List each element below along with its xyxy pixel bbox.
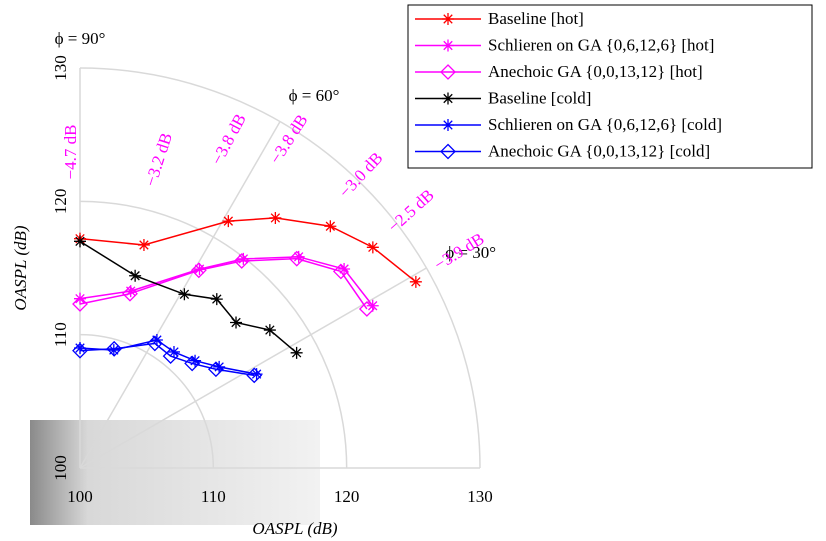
- marker: [138, 239, 150, 251]
- legend-label: Schlieren on GA {0,6,12,6} [cold]: [488, 115, 722, 134]
- y-tick-label: 130: [51, 55, 70, 81]
- y-tick-label: 110: [51, 322, 70, 347]
- legend-label: Anechoic GA {0,0,13,12} [cold]: [488, 141, 710, 160]
- marker: [74, 235, 86, 247]
- marker: [442, 13, 454, 25]
- x-axis-label: OASPL (dB): [252, 519, 337, 538]
- series-line: [80, 259, 367, 309]
- marker: [211, 293, 223, 305]
- marker: [178, 288, 190, 300]
- angle-label: ϕ = 60°: [289, 86, 340, 105]
- marker: [442, 40, 454, 52]
- legend-label: Baseline [hot]: [488, 9, 584, 28]
- y-tick-label: 120: [51, 189, 70, 215]
- x-tick-label: 110: [201, 487, 226, 506]
- marker: [324, 220, 336, 232]
- legend-label: Schlieren on GA {0,6,12,6} [hot]: [488, 35, 714, 54]
- annotation: −3.8 dB: [266, 111, 312, 167]
- marker: [291, 347, 303, 359]
- x-tick-label: 120: [334, 487, 360, 506]
- marker: [230, 317, 242, 329]
- marker: [264, 324, 276, 336]
- y-tick-label: 100: [51, 455, 70, 481]
- marker: [129, 270, 141, 282]
- marker: [410, 276, 422, 288]
- x-tick-label: 100: [67, 487, 93, 506]
- marker: [442, 119, 454, 131]
- annotation: −4.7 dB: [61, 125, 80, 180]
- schlieren-image: [30, 420, 320, 525]
- legend-label: Anechoic GA {0,0,13,12} [hot]: [488, 62, 703, 81]
- annotation: −3.0 dB: [335, 148, 386, 201]
- chart: OASPL (dB) OASPL (dB) 100 100 110 110 120 120…: [0, 0, 826, 541]
- marker: [222, 215, 234, 227]
- annotation: −3.8 dB: [207, 111, 250, 168]
- marker: [442, 93, 454, 105]
- marker: [237, 253, 249, 265]
- x-tick-label: 130: [467, 487, 493, 506]
- annotation: −2.5 dB: [384, 185, 438, 236]
- marker: [367, 241, 379, 253]
- legend-label: Baseline [cold]: [488, 88, 591, 107]
- marker: [269, 212, 281, 224]
- y-axis-label: OASPL (dB): [11, 225, 30, 310]
- annotation: −3.2 dB: [141, 130, 176, 188]
- angle-label: ϕ = 90°: [55, 29, 106, 48]
